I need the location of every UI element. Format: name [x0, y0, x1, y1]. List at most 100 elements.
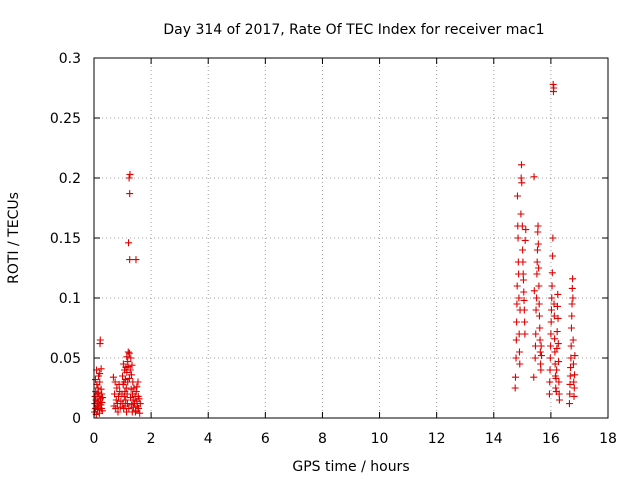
data-point	[570, 392, 578, 400]
data-point	[555, 378, 563, 386]
data-points	[91, 80, 579, 418]
data-point	[113, 384, 121, 392]
x-tick-label: 18	[599, 431, 617, 447]
data-point	[98, 398, 106, 406]
data-point	[570, 378, 578, 386]
data-point	[552, 384, 560, 392]
data-point	[547, 306, 555, 314]
data-point	[549, 80, 557, 88]
x-tick-label: 8	[318, 431, 327, 447]
data-point	[129, 396, 137, 404]
chart-title: Day 314 of 2017, Rate Of TEC Index for r…	[163, 22, 544, 38]
data-point	[96, 370, 104, 378]
data-point	[534, 228, 542, 236]
data-point	[567, 364, 575, 372]
data-point	[512, 354, 520, 362]
data-point	[521, 236, 529, 244]
data-point	[535, 312, 543, 320]
data-point	[515, 348, 523, 356]
data-point	[553, 344, 561, 352]
data-point	[132, 388, 140, 396]
data-point	[547, 342, 555, 350]
data-point	[537, 342, 545, 350]
data-point	[127, 354, 135, 362]
data-point	[534, 222, 542, 230]
data-point	[128, 361, 136, 369]
data-point	[551, 335, 559, 343]
data-point	[122, 396, 130, 404]
data-point	[546, 378, 554, 386]
y-tick-label: 0.15	[50, 231, 81, 247]
y-tick-label: 0	[72, 411, 81, 427]
data-point	[97, 385, 105, 393]
data-point	[517, 210, 525, 218]
data-point	[513, 192, 521, 200]
data-point	[566, 372, 574, 380]
data-point	[93, 380, 101, 388]
data-point	[537, 352, 545, 360]
y-axis-label: ROTI / TECUs	[6, 192, 22, 284]
data-point	[553, 328, 561, 336]
data-point	[567, 354, 575, 362]
x-tick-labels: 0 2 4 6 8 10 12 14 16 18	[90, 431, 617, 447]
data-point	[518, 222, 526, 230]
data-point	[126, 366, 134, 374]
data-point	[569, 294, 577, 302]
data-point	[116, 403, 124, 411]
data-point	[515, 294, 523, 302]
data-point	[519, 246, 527, 254]
y-tick-label: 0.1	[59, 291, 81, 307]
data-point	[533, 258, 541, 266]
data-point	[520, 288, 528, 296]
data-point	[109, 373, 117, 381]
data-point	[119, 372, 127, 380]
data-point	[517, 161, 525, 169]
data-point	[98, 407, 106, 415]
x-tick-label: 4	[204, 431, 213, 447]
data-point	[519, 270, 527, 278]
data-point	[550, 312, 558, 320]
data-point	[546, 354, 554, 362]
data-point	[114, 408, 122, 416]
data-point	[519, 258, 527, 266]
data-point	[550, 84, 558, 92]
data-point	[516, 360, 524, 368]
data-point	[125, 174, 133, 182]
data-point	[134, 392, 142, 400]
data-point	[537, 366, 545, 374]
data-point	[134, 378, 142, 386]
data-point	[514, 234, 522, 242]
data-point	[91, 376, 99, 384]
data-point	[518, 179, 526, 187]
x-tick-label: 10	[371, 431, 389, 447]
data-point	[531, 354, 539, 362]
data-point	[513, 318, 521, 326]
data-point	[126, 190, 134, 198]
data-point	[530, 173, 538, 181]
x-tick-label: 16	[542, 431, 560, 447]
data-point	[123, 353, 131, 361]
data-point	[571, 371, 579, 379]
data-point	[521, 318, 529, 326]
data-point	[570, 384, 578, 392]
data-point	[124, 358, 132, 366]
data-point	[533, 294, 541, 302]
data-point	[535, 300, 543, 308]
data-point	[567, 324, 575, 332]
data-point	[565, 400, 573, 408]
data-point	[549, 252, 557, 260]
data-point	[111, 390, 119, 398]
data-point	[125, 404, 133, 412]
data-point	[549, 234, 557, 242]
data-point	[132, 256, 140, 264]
data-point	[513, 300, 521, 308]
data-point	[566, 390, 574, 398]
data-point	[512, 336, 520, 344]
data-point	[568, 284, 576, 292]
y-tick-label: 0.05	[50, 351, 81, 367]
x-tick-label: 14	[485, 431, 503, 447]
data-point	[567, 342, 575, 350]
data-point	[94, 389, 102, 397]
data-point	[569, 275, 577, 283]
data-point	[552, 374, 560, 382]
